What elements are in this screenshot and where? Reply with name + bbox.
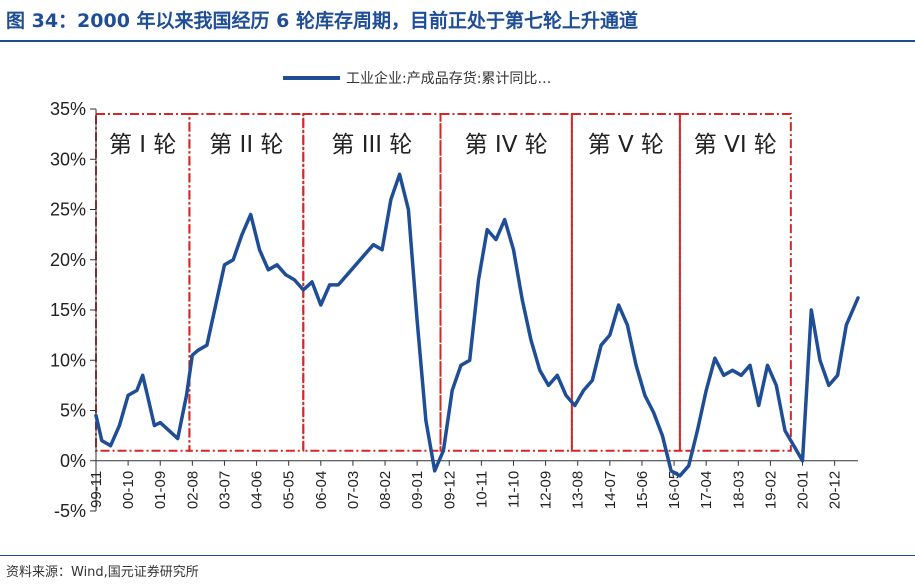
y-tick-label: -5% — [54, 501, 86, 521]
x-tick-label: 19-02 — [762, 471, 779, 509]
y-tick-label: 10% — [50, 350, 86, 370]
x-tick-label: 11-10 — [505, 471, 522, 508]
y-tick-label: 30% — [50, 149, 86, 169]
x-tick-label: 99-11 — [88, 471, 105, 508]
series-line — [94, 172, 860, 478]
x-tick-label: 15-06 — [634, 471, 651, 509]
y-tick-label: 15% — [50, 300, 86, 320]
x-tick-label: 00-10 — [120, 471, 137, 509]
x-tick-label: 20-12 — [827, 471, 844, 509]
x-tick-label: 20-01 — [795, 471, 812, 509]
footer-divider — [0, 555, 915, 556]
cycle-box — [570, 113, 681, 452]
legend-label: 工业企业:产成品存货:累计同比… — [346, 70, 551, 87]
x-tick-label: 12-09 — [538, 471, 555, 509]
cycle-label: 第 III 轮 — [331, 132, 412, 158]
legend: 工业企业:产成品存货:累计同比… — [283, 70, 551, 87]
source-note: 资料来源：Wind,国元证券研究所 — [6, 565, 199, 580]
x-tick-label: 10-11 — [473, 471, 490, 508]
cycle-box — [95, 113, 191, 452]
y-tick-label: 25% — [50, 200, 86, 220]
x-tick-label: 02-08 — [184, 471, 201, 509]
cycle-label: 第 VI 轮 — [694, 132, 777, 158]
x-tick-label: 07-03 — [345, 471, 362, 509]
x-tick-label: 06-04 — [313, 471, 330, 509]
x-tick-label: 18-03 — [730, 471, 747, 509]
x-tick-label: 08-02 — [377, 471, 394, 509]
cycle-boxes: 第 I 轮 第 II 轮 第 III 轮 第 IV 轮 第 V 轮 第 VI 轮 — [95, 113, 792, 452]
cycle-box — [678, 113, 792, 452]
cycle-box — [188, 113, 305, 452]
x-tick-label: 01-09 — [152, 471, 169, 509]
x-tick-label: 03-07 — [216, 471, 233, 509]
inventory-cycle-chart: 工业企业:产成品存货:累计同比… 第 I 轮 第 II 轮 第 III 轮 第 IV … — [50, 70, 860, 521]
cycle-label: 第 IV 轮 — [465, 132, 548, 158]
series-layer — [94, 172, 860, 478]
cycle-label: 第 II 轮 — [209, 132, 283, 158]
x-tick-label: 05-05 — [281, 471, 298, 509]
y-tick-label: 0% — [60, 451, 86, 471]
x-tick-label: 09-01 — [409, 471, 426, 509]
y-tick-label: 20% — [50, 250, 86, 270]
x-tick-label: 13-08 — [570, 471, 587, 509]
cycle-box — [302, 113, 442, 452]
x-tick-label: 09-12 — [441, 471, 458, 509]
x-tick-label: 14-07 — [602, 471, 619, 509]
chart-title: 图 34：2000 年以来我国经历 6 轮库存周期，目前正处于第七轮上升通道 — [6, 10, 639, 32]
cycle-label: 第 I 轮 — [109, 132, 176, 158]
x-axis: 99-11 00-10 01-09 02-08 03-07 04-06 05-05 06-04… — [88, 460, 858, 509]
cycle-box — [439, 113, 573, 452]
y-tick-label: 35% — [50, 99, 86, 119]
y-tick-label: 5% — [60, 401, 86, 421]
x-tick-label: 04-06 — [249, 471, 266, 509]
title-divider — [0, 40, 915, 42]
x-tick-label: 16-05 — [666, 471, 683, 509]
x-tick-label: 17-04 — [698, 471, 715, 509]
cycle-label: 第 V 轮 — [588, 132, 664, 158]
y-axis: -5% 0% 5% 10% 15% 20% 25% 30% 35% — [50, 99, 97, 521]
